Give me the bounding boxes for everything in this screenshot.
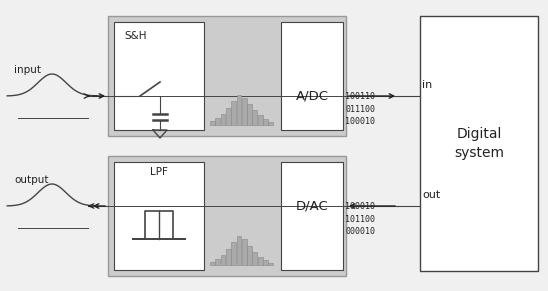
Bar	[226, 108, 231, 125]
Bar	[263, 119, 268, 125]
Bar	[210, 121, 215, 125]
Bar	[420, 16, 538, 271]
Bar	[221, 114, 225, 125]
Bar	[258, 115, 262, 125]
Bar	[207, 22, 279, 130]
Text: 100110
011100
100010: 100110 011100 100010	[345, 92, 375, 126]
Text: in: in	[422, 80, 432, 90]
Bar	[226, 249, 231, 265]
Bar	[237, 236, 241, 265]
Bar	[215, 259, 220, 265]
Text: LPF: LPF	[150, 167, 168, 177]
Bar	[269, 263, 273, 265]
Bar	[253, 252, 257, 265]
Bar	[247, 246, 252, 265]
Text: D/AC: D/AC	[295, 200, 328, 212]
Bar	[258, 257, 262, 265]
Bar	[269, 122, 273, 125]
Bar	[253, 110, 257, 125]
Bar	[207, 162, 279, 270]
Bar	[231, 101, 236, 125]
Bar	[231, 242, 236, 265]
Text: A/DC: A/DC	[295, 90, 328, 102]
Bar	[263, 260, 268, 265]
Text: S&H: S&H	[124, 31, 146, 41]
Text: Digital
system: Digital system	[454, 127, 504, 160]
Bar	[242, 239, 247, 265]
Bar	[114, 22, 204, 130]
Text: out: out	[422, 190, 440, 200]
Bar	[247, 104, 252, 125]
Bar	[114, 162, 204, 270]
Bar	[210, 262, 215, 265]
Bar	[108, 16, 346, 136]
Bar	[221, 255, 225, 265]
Bar	[108, 156, 346, 276]
Bar	[281, 162, 343, 270]
Bar	[215, 118, 220, 125]
Text: 100010
101100
000010: 100010 101100 000010	[345, 202, 375, 236]
Bar	[237, 95, 241, 125]
Text: output: output	[14, 175, 49, 185]
Text: input: input	[14, 65, 41, 75]
Bar	[281, 22, 343, 130]
Bar	[242, 98, 247, 125]
